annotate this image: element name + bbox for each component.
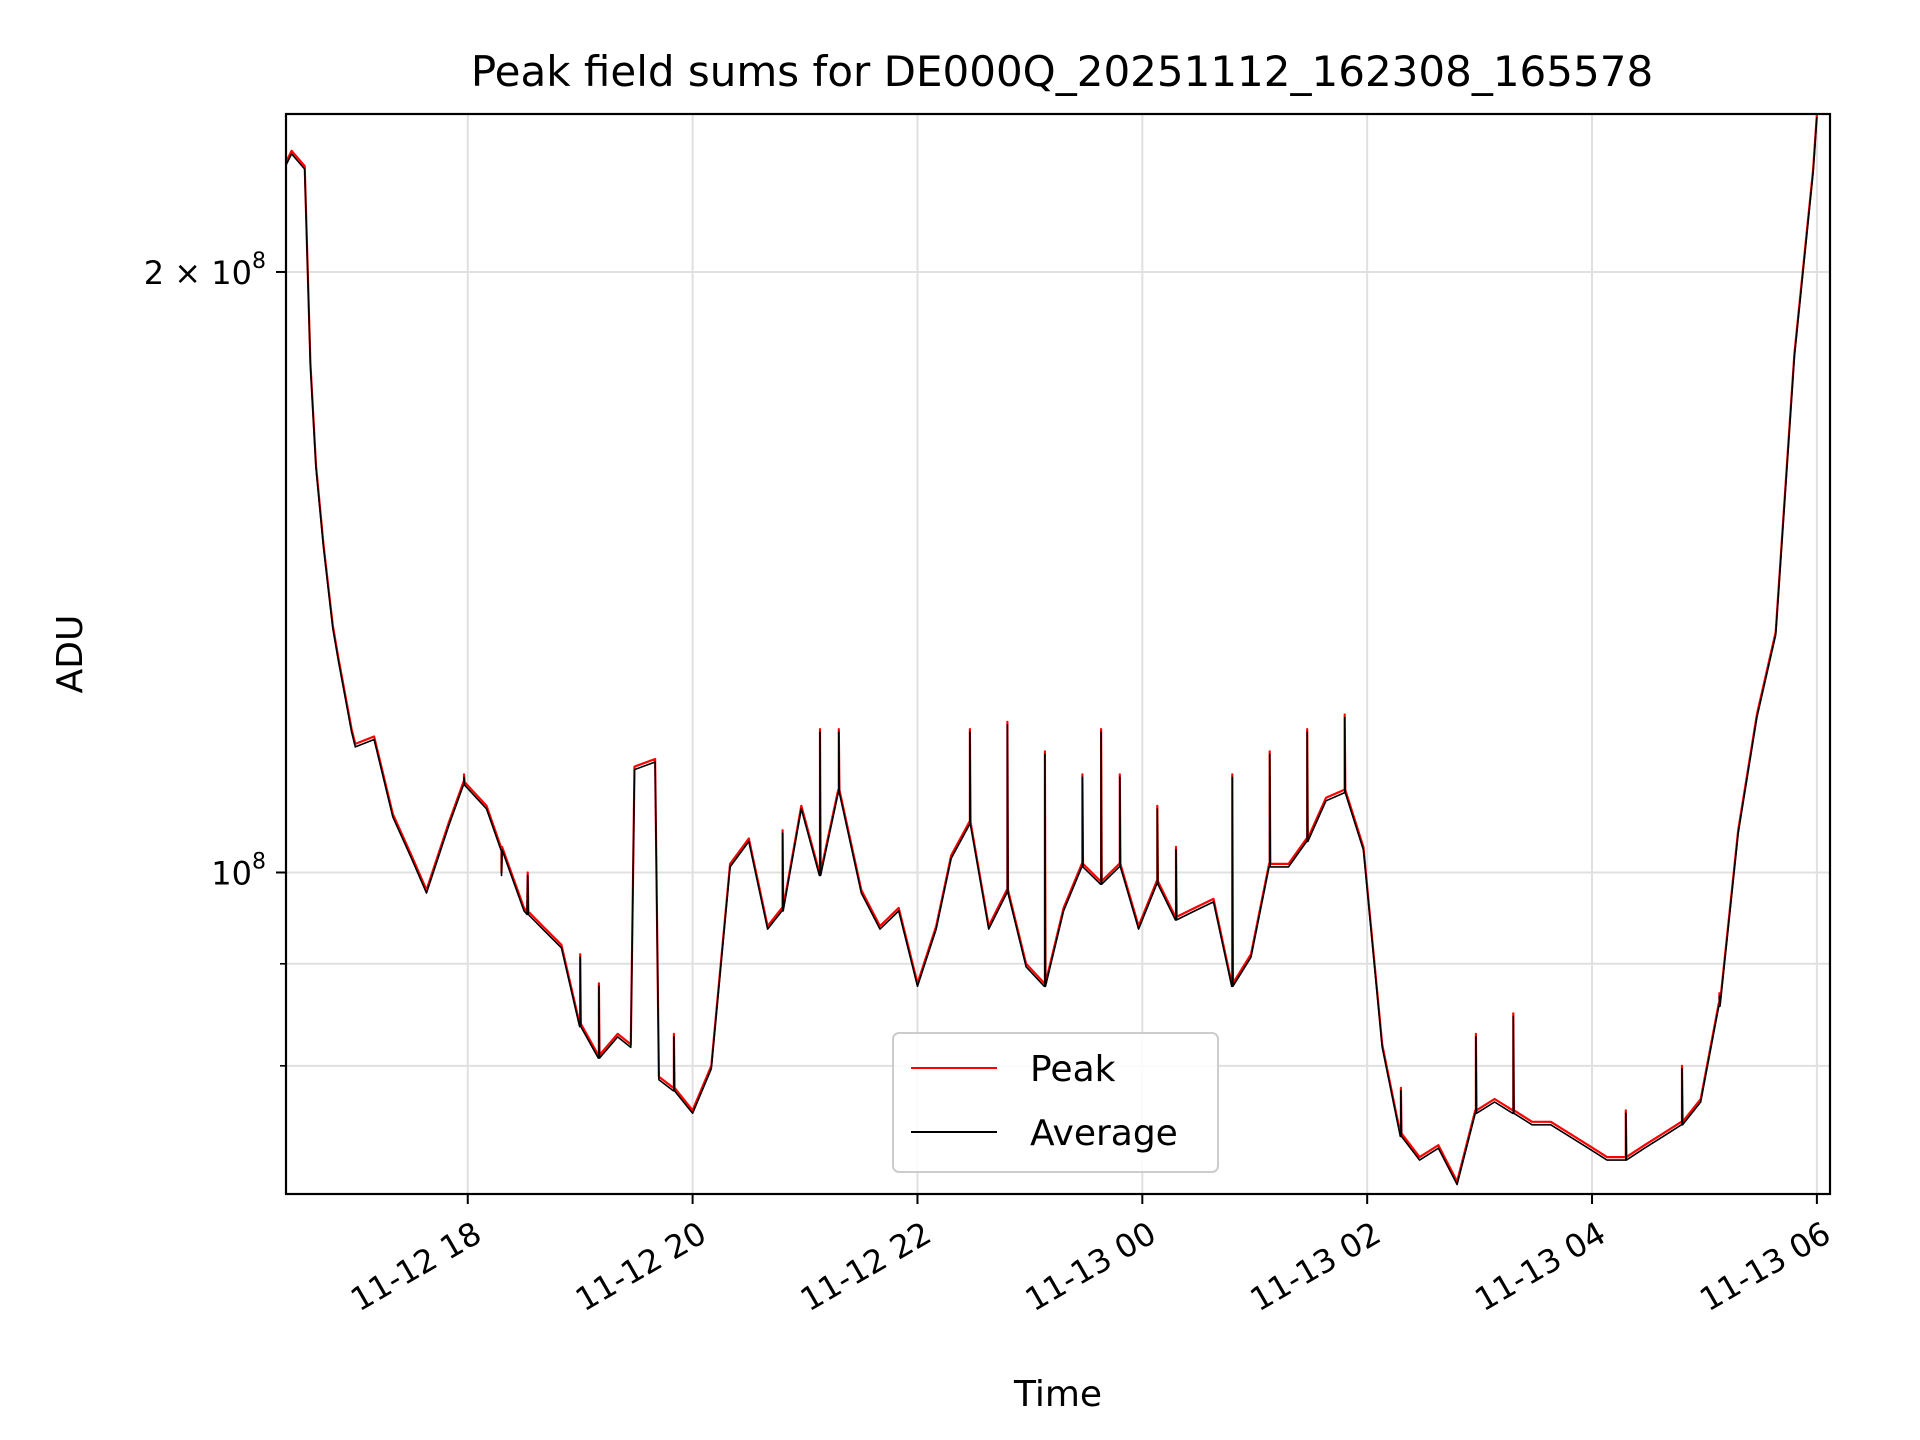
plot-frame [284,112,1832,1196]
y-tick-label: 108 [211,850,266,893]
grid [286,114,1830,1194]
y-axis-ticks: 108 2 × 108 [144,249,286,1067]
chart-title: Peak field sums for DE000Q_20251112_1623… [471,47,1653,96]
series-line-average [285,116,1818,1186]
legend-label-peak: Peak [1030,1049,1116,1090]
y-tick-label: 2 × 108 [144,249,266,292]
legend: Peak Average [892,1032,1219,1173]
y-axis-label: ADU [50,615,91,694]
legend-label-average: Average [1030,1113,1178,1154]
x-axis-label: Time [1013,1374,1102,1415]
series-layer [285,113,1818,1186]
